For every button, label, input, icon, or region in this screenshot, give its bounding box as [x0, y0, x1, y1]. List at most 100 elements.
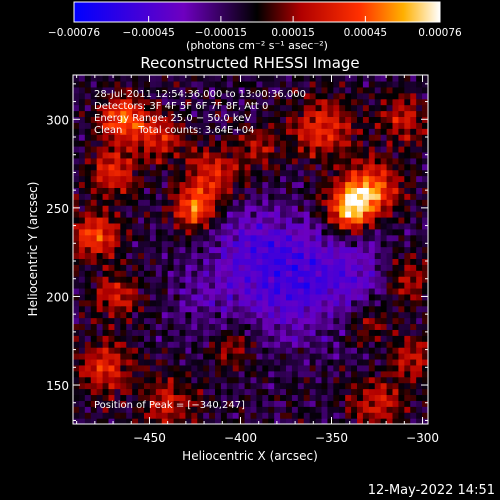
heatmap-cell	[167, 364, 175, 372]
heatmap-cell	[256, 140, 263, 147]
heatmap-cell	[226, 317, 234, 325]
heatmap-cell	[422, 364, 428, 372]
heatmap-cell	[138, 305, 145, 313]
heatmap-cell	[191, 329, 198, 336]
heatmap-cell	[179, 92, 187, 100]
heatmap-cell	[84, 216, 92, 224]
heatmap-cell	[386, 228, 394, 236]
heatmap-cell	[250, 276, 258, 283]
heatmap-cell	[203, 311, 210, 319]
heatmap-cell	[96, 193, 104, 200]
heatmap-cell	[297, 394, 305, 401]
heatmap-cell	[78, 335, 86, 342]
heatmap-cell	[84, 329, 92, 336]
heatmap-cell	[362, 364, 370, 372]
heatmap-cell	[274, 311, 281, 319]
heatmap-cell	[126, 358, 133, 366]
x-axis-tick-labels: −450 −400 −350 −300	[133, 431, 439, 445]
heatmap-cell	[114, 376, 121, 384]
heatmap-cell	[380, 216, 388, 224]
heatmap-cell	[226, 193, 234, 200]
heatmap-cell	[220, 246, 228, 254]
heatmap-cell	[274, 134, 281, 141]
heatmap-cell	[226, 240, 234, 248]
heatmap-cell	[398, 388, 405, 396]
heatmap-cell	[203, 335, 210, 342]
heatmap-cell	[197, 187, 204, 194]
heatmap-cell	[197, 234, 204, 242]
heatmap-cell	[410, 270, 417, 277]
heatmap-cell	[232, 388, 240, 396]
heatmap-cell	[197, 199, 204, 206]
heatmap-cell	[197, 323, 204, 330]
heatmap-cell	[220, 181, 228, 188]
heatmap-cell	[303, 293, 311, 301]
heatmap-cell	[368, 299, 376, 307]
heatmap-cell	[185, 116, 192, 123]
heatmap-cell	[422, 264, 428, 271]
heatmap-cell	[73, 122, 80, 129]
heatmap-cell	[274, 86, 281, 94]
heatmap-cell	[132, 187, 139, 194]
heatmap-cell	[280, 370, 287, 378]
heatmap-cell	[339, 75, 346, 82]
heatmap-cell	[203, 193, 210, 200]
heatmap-cell	[333, 305, 340, 313]
heatmap-cell	[90, 216, 98, 224]
heatmap-cell	[327, 145, 334, 153]
heatmap-cell	[226, 358, 234, 366]
heatmap-cell	[155, 258, 163, 265]
heatmap-cell	[321, 299, 329, 307]
heatmap-cell	[368, 75, 376, 82]
heatmap-cell	[232, 104, 240, 112]
heatmap-cell	[203, 382, 210, 390]
heatmap-cell	[321, 175, 329, 183]
heatmap-cell	[167, 104, 175, 112]
heatmap-cell	[84, 175, 92, 183]
heatmap-cell	[220, 376, 228, 384]
heatmap-cell	[173, 270, 181, 277]
heatmap-cell	[398, 299, 405, 307]
heatmap-cell	[197, 388, 204, 396]
heatmap-cell	[84, 122, 92, 129]
heatmap-cell	[321, 376, 329, 384]
heatmap-cell	[274, 276, 281, 283]
heatmap-cell	[191, 246, 198, 254]
heatmap-cell	[126, 181, 133, 188]
heatmap-cell	[144, 222, 151, 230]
heatmap-cell	[244, 376, 252, 384]
heatmap-cell	[149, 270, 157, 277]
heatmap-cell	[398, 353, 405, 360]
heatmap-cell	[120, 104, 127, 112]
heatmap-cell	[138, 98, 145, 106]
heatmap-cell	[144, 353, 151, 360]
heatmap-cell	[120, 311, 127, 319]
heatmap-cell	[262, 400, 269, 407]
heatmap-cell	[120, 75, 127, 82]
heatmap-cell	[291, 216, 299, 224]
heatmap-cell	[84, 394, 92, 401]
heatmap-cell	[185, 412, 192, 419]
heatmap-cell	[357, 329, 364, 336]
heatmap-cell	[268, 299, 275, 307]
heatmap-cell	[244, 169, 252, 177]
heatmap-cell	[374, 211, 382, 218]
heatmap-cell	[398, 169, 405, 177]
heatmap-cell	[262, 116, 269, 123]
heatmap-cell	[120, 140, 127, 147]
heatmap-cell	[280, 75, 287, 82]
heatmap-cell	[138, 116, 145, 123]
heatmap-cell	[232, 234, 240, 242]
heatmap-cell	[73, 205, 80, 212]
heatmap-cell	[262, 222, 269, 230]
heatmap-cell	[84, 287, 92, 295]
heatmap-cell	[167, 134, 175, 141]
heatmap-cell	[286, 92, 293, 100]
heatmap-cell	[126, 329, 133, 336]
heatmap-cell	[155, 222, 163, 230]
heatmap-cell	[144, 240, 151, 248]
heatmap-cell	[327, 175, 334, 183]
heatmap-cell	[286, 181, 293, 188]
heatmap-cell	[73, 412, 80, 419]
heatmap-cell	[333, 175, 340, 183]
